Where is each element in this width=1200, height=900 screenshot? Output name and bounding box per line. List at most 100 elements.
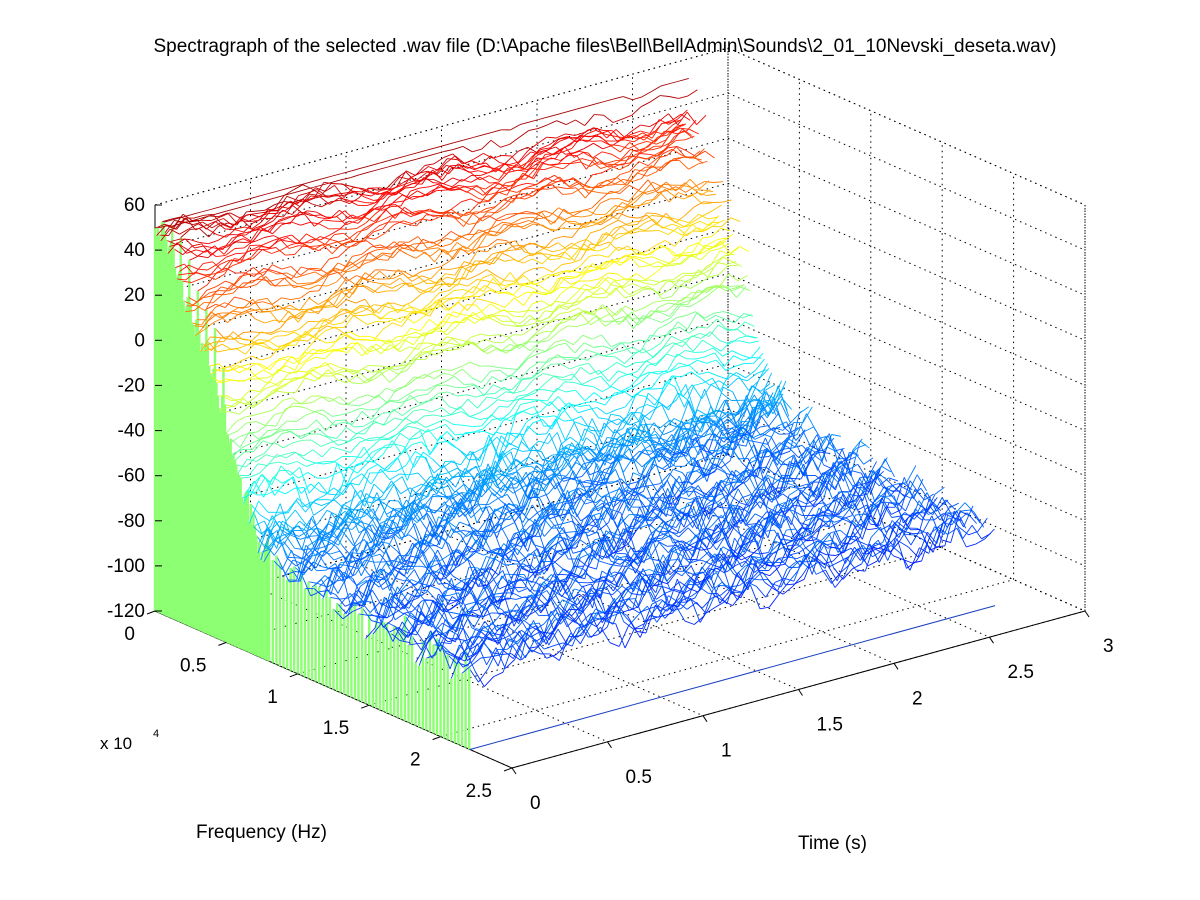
- surface-segment: [709, 585, 720, 608]
- surface-segment: [606, 535, 617, 554]
- surface-segment: [923, 539, 934, 553]
- surface-segment: [553, 642, 564, 647]
- surface-segment: [651, 485, 662, 501]
- surface-segment: [660, 485, 672, 505]
- surface-segment: [718, 522, 729, 547]
- surface-segment: [482, 526, 493, 547]
- surface-segment: [430, 599, 442, 611]
- surface-segment: [680, 597, 692, 609]
- surface-segment: [739, 533, 750, 540]
- surface-segment: [899, 485, 909, 491]
- surface-segment: [854, 503, 865, 527]
- surface-segment: [789, 538, 800, 553]
- surface-segment: [514, 603, 525, 622]
- surface-segment: [396, 559, 407, 567]
- surface-segment: [705, 415, 716, 417]
- surface-segment: [913, 478, 924, 500]
- surface-segment: [809, 507, 820, 536]
- surface-segment: [735, 506, 746, 528]
- surface-segment: [642, 568, 653, 587]
- grid-line: [440, 579, 1014, 738]
- surface-segment: [485, 626, 496, 638]
- surface-segment: [644, 617, 655, 623]
- surface-segment: [754, 513, 765, 520]
- surface-segment: [804, 496, 815, 508]
- surface-segment: [397, 592, 408, 608]
- surface-segment: [433, 552, 444, 576]
- surface-segment: [800, 489, 811, 497]
- surface-segment: [601, 492, 612, 498]
- surface-segment: [516, 632, 527, 643]
- surface-segment: [476, 643, 488, 665]
- surface-segment: [499, 584, 509, 590]
- surface-segment: [413, 594, 423, 597]
- surface-segment: [549, 653, 560, 661]
- surface-segment: [903, 477, 915, 500]
- surface-segment: [657, 488, 669, 516]
- surface-segment: [463, 530, 475, 551]
- surface-segment: [881, 497, 892, 515]
- surface-segment: [332, 569, 343, 582]
- surface-segment: [571, 604, 582, 623]
- surface-segment: [647, 505, 658, 521]
- surface-segment: [548, 628, 559, 646]
- surface-segment: [438, 593, 449, 601]
- surface-segment: [883, 533, 894, 546]
- surface-segment: [707, 531, 718, 538]
- surface-segment: [536, 508, 547, 521]
- surface-segment: [639, 572, 650, 592]
- surface-segment: [548, 533, 559, 542]
- surface-segment: [704, 529, 715, 544]
- surface-segment: [368, 573, 379, 583]
- surface-segment: [791, 544, 802, 551]
- surface-segment: [592, 598, 603, 623]
- surface-segment: [687, 583, 698, 586]
- surface-segment: [665, 478, 677, 517]
- surface-segment: [445, 587, 455, 590]
- surface-segment: [767, 474, 778, 481]
- surface-segment: [609, 611, 619, 614]
- surface-segment: [584, 539, 595, 579]
- surface-segment: [244, 451, 254, 453]
- surface-segment: [483, 676, 495, 687]
- surface-segment: [750, 547, 761, 556]
- surface-segment: [800, 534, 810, 539]
- surface-segment: [597, 531, 608, 558]
- surface-segment: [512, 645, 523, 660]
- surface-segment: [862, 547, 873, 555]
- surface-segment: [709, 482, 720, 497]
- surface-segment: [531, 649, 541, 655]
- surface-segment: [623, 518, 635, 544]
- surface-segment: [912, 512, 923, 521]
- surface-segment: [564, 636, 575, 647]
- surface-segment: [586, 498, 596, 504]
- surface-segment: [682, 486, 693, 495]
- surface-segment: [426, 629, 437, 644]
- surface-segment: [675, 512, 686, 528]
- surface-segment: [814, 555, 825, 565]
- surface-segment: [527, 548, 538, 557]
- surface-segment: [628, 606, 639, 611]
- surface-segment: [511, 542, 522, 548]
- surface-segment: [869, 543, 880, 563]
- surface-segment: [975, 538, 986, 545]
- surface-segment: [385, 562, 396, 579]
- surface-segment: [436, 600, 447, 613]
- surface-segment: [870, 469, 881, 494]
- grid-line: [154, 610, 513, 769]
- surface-segment: [836, 462, 847, 469]
- surface-segment: [495, 526, 506, 534]
- surface-segment: [308, 581, 318, 584]
- surface-segment: [579, 593, 590, 603]
- surface-segment: [606, 495, 616, 501]
- surface-segment: [937, 509, 948, 528]
- surface-segment: [538, 567, 549, 574]
- surface-segment: [629, 606, 640, 613]
- surface-segment: [722, 436, 732, 439]
- surface-segment: [517, 614, 528, 631]
- surface-segment: [355, 559, 366, 575]
- surface-segment: [583, 509, 594, 530]
- surface-segment: [679, 524, 690, 534]
- surface-segment: [806, 539, 817, 542]
- grid-line: [727, 137, 1086, 296]
